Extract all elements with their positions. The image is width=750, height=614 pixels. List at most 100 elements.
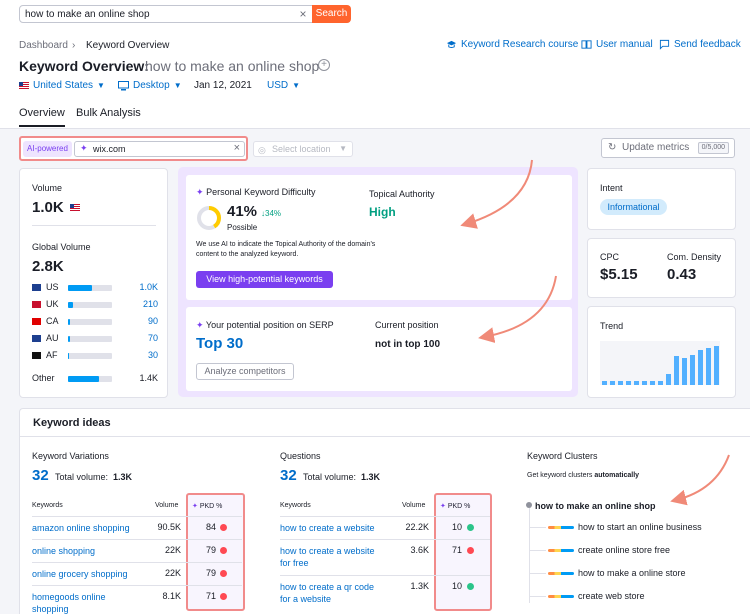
sparkle-icon: ✦ bbox=[196, 320, 204, 330]
breadcrumb-dashboard[interactable]: Dashboard bbox=[19, 40, 68, 51]
total-volume-value: 1.3K bbox=[361, 472, 381, 482]
volume-bar bbox=[68, 302, 112, 308]
cluster-root[interactable]: how to make an online shop bbox=[535, 501, 656, 511]
cluster-item[interactable]: create online store free bbox=[578, 545, 671, 555]
keyword-line-1: how to create a website bbox=[280, 523, 375, 533]
view-high-potential-button[interactable]: View high-potential keywords bbox=[196, 271, 333, 288]
country-volume[interactable]: 1.0K bbox=[139, 282, 158, 292]
difficulty-dot-icon bbox=[220, 524, 227, 531]
cluster-connector bbox=[529, 596, 546, 597]
cluster-item[interactable]: create web store bbox=[578, 591, 645, 601]
pkd-change: ↓34% bbox=[261, 209, 282, 218]
analyze-competitors-button[interactable]: Analyze competitors bbox=[196, 363, 294, 380]
volume-bar bbox=[68, 353, 112, 359]
keyword-variations-count[interactable]: 32 bbox=[32, 467, 49, 484]
update-metrics-button[interactable]: ↻ Update metrics 0/5,000 bbox=[601, 138, 735, 158]
sparkle-icon: ✦ bbox=[192, 503, 198, 510]
currency-select[interactable]: USD ▼ bbox=[267, 80, 300, 91]
flag-icon bbox=[32, 318, 41, 325]
volume-bar bbox=[68, 336, 112, 342]
breadcrumb-current: Keyword Overview bbox=[86, 40, 170, 51]
pkd-level: Possible bbox=[227, 223, 258, 232]
location-select[interactable]: ◎ Select location ▼ bbox=[253, 141, 353, 157]
desktop-icon bbox=[118, 80, 129, 90]
keyword-line-1: how to create a qr code bbox=[280, 582, 375, 592]
send-feedback-label: Send feedback bbox=[674, 39, 741, 50]
tab-bulk-analysis[interactable]: Bulk Analysis bbox=[76, 107, 141, 119]
search-box: × Search bbox=[19, 5, 351, 23]
send-feedback-link[interactable]: Send feedback bbox=[659, 39, 741, 50]
trend-bar bbox=[649, 381, 655, 385]
clear-search-icon[interactable]: × bbox=[299, 7, 307, 21]
keyword-volume: 22K bbox=[164, 545, 181, 555]
country-volume[interactable]: 90 bbox=[147, 316, 158, 326]
country-volume[interactable]: 210 bbox=[142, 299, 158, 309]
pkd-label-text: Personal Keyword Difficulty bbox=[206, 187, 316, 197]
country-select[interactable]: United States ▼ bbox=[19, 80, 105, 91]
keyword-line-2: for a website bbox=[280, 594, 332, 604]
keyword-course-label: Keyword Research course bbox=[461, 39, 579, 50]
keyword-link[interactable]: amazon online shopping bbox=[32, 522, 142, 534]
keyword-link[interactable]: homegoods online shopping bbox=[32, 591, 142, 614]
com-density-value: 0.43 bbox=[667, 266, 697, 283]
keyword-course-link[interactable]: Keyword Research course bbox=[446, 39, 578, 50]
keyword-link[interactable]: how to create a website bbox=[280, 522, 390, 534]
keyword-link[interactable]: how to create a website for free bbox=[280, 545, 390, 569]
page-title: Keyword Overview: bbox=[19, 58, 149, 74]
clusters-subtitle-text: Get keyword clusters bbox=[527, 472, 593, 479]
add-keyword-icon[interactable]: + bbox=[318, 59, 330, 71]
keyword-link[interactable]: online grocery shopping bbox=[32, 568, 142, 580]
keyword-volume: 3.6K bbox=[410, 545, 429, 555]
volume-bar-fill bbox=[68, 302, 74, 308]
flag-icon bbox=[32, 284, 41, 291]
date-label[interactable]: Jan 12, 2021 bbox=[194, 80, 252, 91]
column-header-volume: Volume bbox=[402, 502, 426, 509]
update-metrics-label: Update metrics bbox=[622, 142, 690, 153]
volume-bar-fill bbox=[68, 285, 93, 291]
refresh-icon: ↻ bbox=[608, 142, 617, 153]
device-select[interactable]: Desktop ▼ bbox=[118, 80, 182, 91]
search-input[interactable] bbox=[20, 6, 310, 22]
cluster-connector bbox=[529, 573, 546, 574]
row-divider bbox=[32, 539, 242, 540]
keyword-link[interactable]: online shopping bbox=[32, 545, 142, 557]
volume-label: Volume bbox=[32, 183, 63, 193]
cluster-root-dot bbox=[526, 502, 532, 508]
keyword-ideas-title: Keyword ideas bbox=[33, 417, 111, 429]
cluster-intent-bar bbox=[548, 595, 574, 598]
questions-count[interactable]: 32 bbox=[280, 467, 297, 484]
keyword-pkd: 79 bbox=[205, 568, 216, 578]
search-button[interactable]: Search bbox=[312, 5, 351, 23]
cluster-item[interactable]: how to start an online business bbox=[578, 522, 702, 532]
total-volume-label: Total volume: bbox=[55, 472, 109, 482]
trend-bar bbox=[641, 381, 647, 385]
location-pin-icon: ◎ bbox=[258, 145, 266, 155]
country-volume[interactable]: 70 bbox=[147, 333, 158, 343]
us-flag-icon bbox=[19, 82, 29, 89]
keyword-link[interactable]: how to create a qr code for a website bbox=[280, 581, 390, 605]
chevron-down-icon: ▼ bbox=[173, 81, 182, 90]
keyword-line-1: online grocery shopping bbox=[32, 569, 128, 579]
country-code: Other bbox=[32, 373, 55, 383]
user-manual-link[interactable]: User manual bbox=[581, 39, 653, 50]
volume-bar-fill bbox=[68, 376, 99, 382]
clear-domain-icon[interactable]: × bbox=[233, 142, 240, 154]
pkd-description: We use AI to indicate the Topical Author… bbox=[196, 241, 376, 248]
trend-card: Trend bbox=[587, 306, 736, 398]
keyword-ideas-panel: Keyword ideas bbox=[19, 408, 750, 614]
tab-overview[interactable]: Overview bbox=[19, 107, 65, 127]
volume-bar bbox=[68, 319, 112, 325]
user-manual-label: User manual bbox=[596, 39, 653, 50]
column-header-keywords: Keywords bbox=[280, 502, 311, 509]
country-volume[interactable]: 30 bbox=[147, 350, 158, 360]
cluster-item[interactable]: how to make a online store bbox=[578, 568, 686, 578]
domain-value: wix.com bbox=[93, 144, 126, 154]
ai-domain-filter: AI-powered ✦ wix.com × bbox=[19, 136, 248, 161]
global-volume-row-other: Other 1.4K bbox=[32, 373, 158, 385]
trend-label: Trend bbox=[600, 321, 624, 331]
row-divider bbox=[280, 539, 490, 540]
update-metrics-count: 0/5,000 bbox=[697, 142, 729, 154]
country-volume: 1.4K bbox=[139, 373, 158, 383]
domain-input[interactable]: ✦ wix.com × bbox=[74, 141, 245, 157]
cpc-label: CPC bbox=[600, 252, 620, 262]
